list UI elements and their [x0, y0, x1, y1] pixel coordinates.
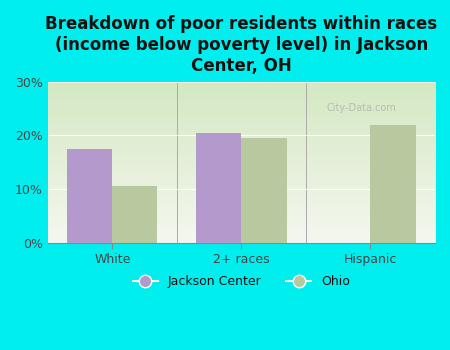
Title: Breakdown of poor residents within races
(income below poverty level) in Jackson: Breakdown of poor residents within races… [45, 15, 437, 75]
Bar [241, 138, 287, 243]
Bar [112, 186, 158, 243]
Bar [196, 133, 241, 243]
Bar [67, 149, 112, 243]
Bar [370, 125, 416, 243]
Legend: Jackson Center, Ohio: Jackson Center, Ohio [127, 270, 355, 293]
Text: City-Data.com: City-Data.com [327, 103, 396, 113]
